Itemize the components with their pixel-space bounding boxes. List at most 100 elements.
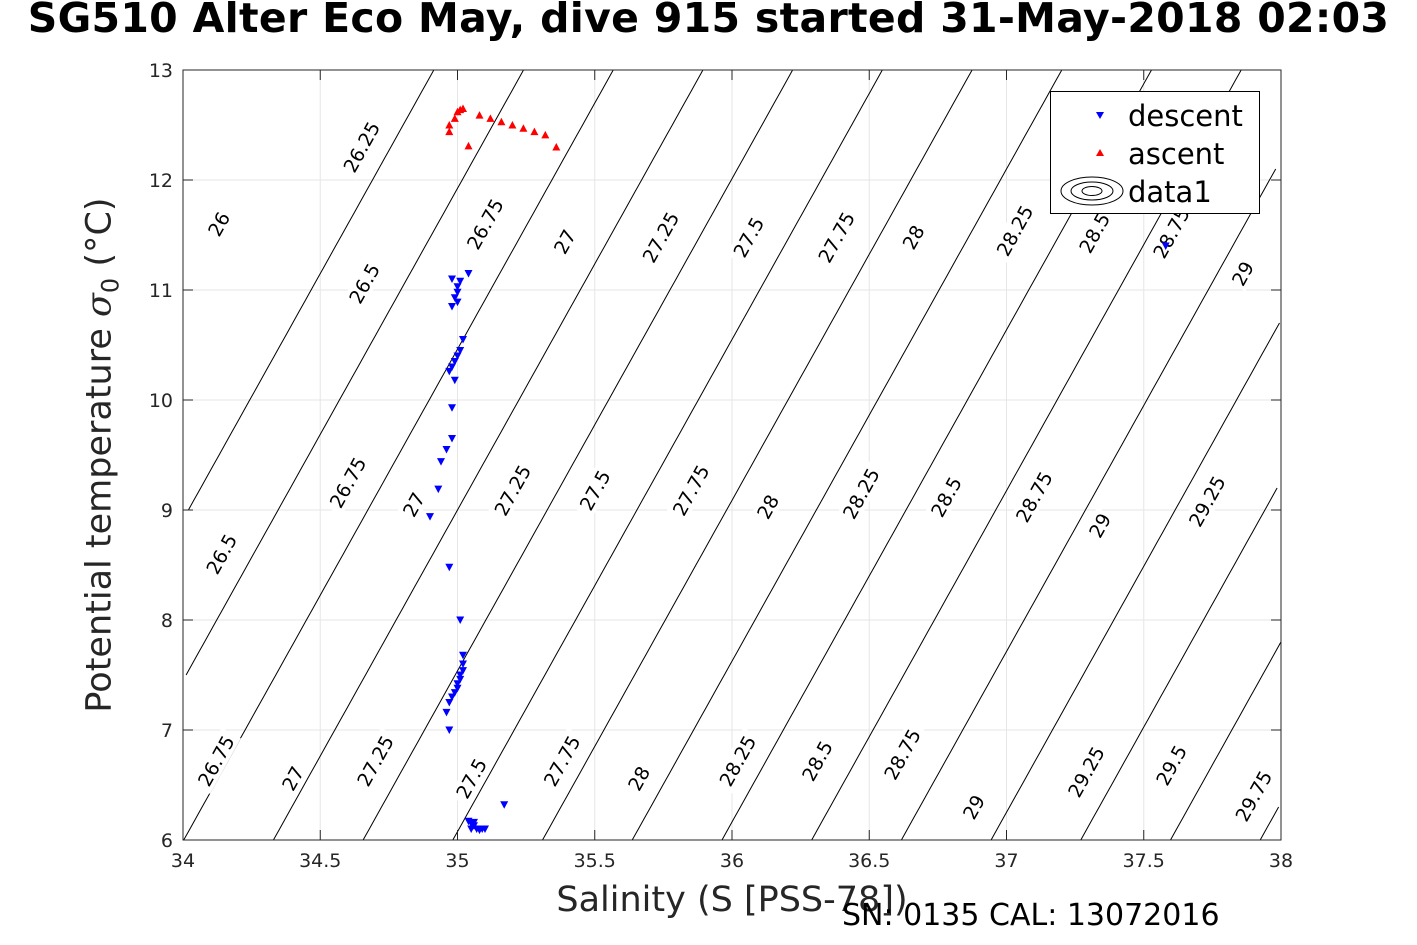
x-axis-label: Salinity (S [PSS-78]) xyxy=(556,880,908,920)
descent-point xyxy=(453,680,462,688)
ascent-point xyxy=(486,114,495,122)
x-tick-label: 37.5 xyxy=(1123,850,1165,872)
legend-item-descent: descent xyxy=(1051,97,1259,133)
contour-label-bg xyxy=(448,750,494,807)
isopycnal-line xyxy=(542,69,973,841)
descent-point xyxy=(467,825,476,833)
descent-point xyxy=(448,303,456,311)
isopycnal-line xyxy=(1259,806,1280,841)
descent-point xyxy=(453,352,462,360)
isopycnal-line xyxy=(183,69,614,841)
y-tick-label: 6 xyxy=(161,830,173,852)
x-tick-label: 35.5 xyxy=(574,850,616,872)
descent-point xyxy=(459,651,467,660)
descent-point xyxy=(1161,242,1170,250)
isopycnal-line xyxy=(452,69,883,841)
ascent-point xyxy=(464,141,473,150)
y-tick-label: 11 xyxy=(149,280,173,302)
data-points xyxy=(426,104,1170,835)
isopycnal-line xyxy=(185,69,524,676)
legend-label-descent: descent xyxy=(1128,99,1243,133)
x-tick-label: 34 xyxy=(171,850,195,872)
y-tick-label: 7 xyxy=(161,720,173,742)
legend-label-ascent: ascent xyxy=(1128,137,1225,171)
descent-point xyxy=(500,801,509,809)
descent-point xyxy=(459,667,467,675)
descent-point xyxy=(450,376,459,385)
contour-label-bg xyxy=(350,727,401,794)
descent-point xyxy=(426,513,434,521)
contour-label-bg xyxy=(341,255,387,312)
descent-point xyxy=(442,708,451,717)
contour-label-bg xyxy=(487,457,538,524)
descent-point xyxy=(470,818,478,827)
contour-label-bg xyxy=(622,760,656,797)
contour-label-bg xyxy=(811,204,862,271)
contour-label-bg xyxy=(536,727,587,794)
isopycnal-line xyxy=(272,69,704,841)
contour-label-bg xyxy=(202,205,236,243)
ascent-point xyxy=(552,143,561,151)
descent-point xyxy=(445,563,454,572)
contour-icon xyxy=(1060,176,1124,206)
contour-label-bg xyxy=(896,219,930,256)
contour-label-bg xyxy=(199,525,244,583)
isopycnal-line xyxy=(187,69,435,511)
contour-label-bg xyxy=(547,223,582,260)
descent-point xyxy=(453,684,462,693)
descent-point xyxy=(459,660,467,668)
descent-point xyxy=(445,699,454,707)
contour-label-bg xyxy=(923,468,969,525)
x-tick-label: 37 xyxy=(994,850,1018,872)
isopycnal-line xyxy=(1080,487,1278,841)
contour-label-bg xyxy=(1072,204,1117,261)
descent-point xyxy=(434,485,443,494)
x-tick-label: 38 xyxy=(1269,850,1293,872)
contour-label-bg xyxy=(1008,463,1060,530)
contour-label-bg xyxy=(1146,199,1197,266)
contour-label-bg xyxy=(459,190,511,258)
contour-label-bg xyxy=(1061,738,1112,805)
isopycnal-line xyxy=(900,168,1277,841)
x-tick-label: 35 xyxy=(445,850,469,872)
ascent-point xyxy=(459,104,467,112)
ascent-point xyxy=(530,127,539,136)
contour-label-bg xyxy=(396,486,431,523)
ascent-point xyxy=(541,130,550,139)
triangle-down-icon xyxy=(1096,112,1104,119)
descent-point xyxy=(448,363,456,371)
contour-label-bg xyxy=(726,209,771,266)
contour-label-bg xyxy=(835,460,887,527)
calibration-footer: SN: 0135 CAL: 13072016 xyxy=(842,898,1220,933)
descent-point xyxy=(453,288,462,297)
descent-point xyxy=(456,347,465,355)
descent-point xyxy=(456,671,465,679)
descent-point xyxy=(450,358,459,366)
ascent-point xyxy=(445,121,454,129)
descent-point xyxy=(448,275,456,283)
contour-label-bg xyxy=(1083,507,1117,544)
contour-label-bg xyxy=(1228,762,1279,830)
contour-label-bg xyxy=(794,732,840,789)
y-tick-label: 9 xyxy=(161,500,173,522)
axis-ticks: 34 34.5 35 35.5 36 36.5 37 37.5 38 6 7 8 9 10 11 12 13 xyxy=(149,60,1293,872)
x-tick-label: 36 xyxy=(720,850,744,872)
y-axis-label: Potential temperature σ0 (°C) xyxy=(80,197,125,712)
contour-label-bg xyxy=(1181,468,1232,535)
descent-point xyxy=(459,336,467,344)
contour-label-bg xyxy=(1148,737,1194,794)
contour-label-bg xyxy=(989,197,1040,264)
contour-label-bg xyxy=(276,760,310,797)
isopycnal-line xyxy=(1170,641,1282,841)
contour-label-bg xyxy=(877,721,928,788)
ascent-point xyxy=(508,121,517,129)
descent-point xyxy=(450,294,459,302)
descent-point xyxy=(442,446,451,454)
x-tick-label: 36.5 xyxy=(848,850,890,872)
legend-item-data1: data1 xyxy=(1051,173,1259,209)
ascent-point xyxy=(445,127,454,136)
descent-point xyxy=(464,270,473,278)
contour-label-bg xyxy=(665,457,716,524)
x-tick-label: 34.5 xyxy=(299,850,341,872)
y-tick-label: 8 xyxy=(161,610,173,632)
